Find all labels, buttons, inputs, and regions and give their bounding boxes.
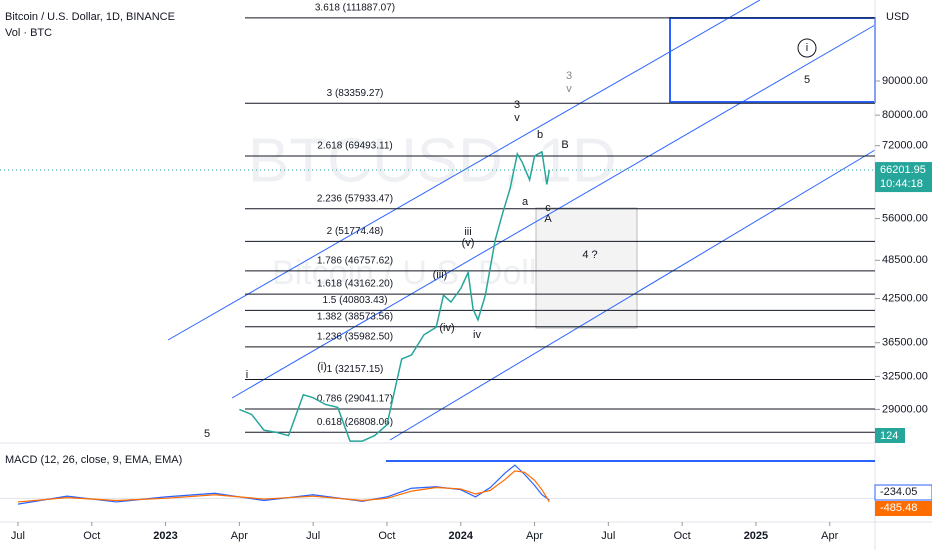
wave-label: iii	[464, 226, 471, 238]
y-tick-label: 80000.00	[882, 109, 928, 121]
y-tick-label: 72000.00	[882, 140, 928, 152]
symbol: Bitcoin / U.S. Dollar, 1D, BINANCE	[5, 11, 175, 23]
volume-label: 124	[880, 430, 898, 442]
fib-label: 1.618 (43162.20)	[317, 279, 393, 290]
x-tick-label: Oct	[674, 530, 691, 542]
fib-label: 0.618 (26808.06)	[317, 417, 393, 428]
y-tick-label: 56000.00	[882, 212, 928, 224]
wave-label: 5	[204, 428, 210, 440]
signal-value: -485.48	[880, 502, 917, 514]
last-price-box	[875, 162, 932, 193]
y-tick-label: 29000.00	[882, 403, 928, 415]
y-tick-label: 32500.00	[882, 370, 928, 382]
x-tick-label: Oct	[83, 530, 100, 542]
x-tick-label: Apr	[231, 530, 248, 542]
x-tick-label: Apr	[526, 530, 543, 542]
wave-label: (v)	[462, 237, 475, 249]
macd-value: -234.05	[880, 486, 917, 498]
x-tick-label: Jul	[11, 530, 25, 542]
fib-label: 1.382 (38573.56)	[317, 311, 393, 322]
price-line	[239, 150, 551, 442]
watermark-name: Bitcoin / U.S. Dollar	[272, 254, 567, 292]
wave-label: 5	[804, 74, 810, 86]
wave-label: v	[566, 83, 572, 95]
wave-label: (iv)	[439, 322, 454, 334]
fib-label: 2.236 (57933.47)	[317, 193, 393, 204]
y-tick-label: 36500.00	[882, 337, 928, 349]
volume-label: Vol · BTC	[5, 27, 52, 39]
x-tick-label: 2025	[744, 530, 768, 542]
fib-label: 0.786 (29041.17)	[317, 394, 393, 405]
fib-label: 1.5 (40803.43)	[322, 295, 387, 306]
fib-label: 3 (83359.27)	[327, 88, 384, 99]
wave-label: (iii)	[433, 269, 448, 281]
fib-label: 1 (32157.15)	[327, 364, 384, 375]
wave-label: 3	[566, 70, 572, 82]
fib-label: 2 (51774.48)	[327, 226, 384, 237]
volume-box	[875, 428, 905, 443]
wave-label: 3	[514, 99, 520, 111]
wave-label: i	[806, 42, 808, 54]
macd-values	[17, 464, 550, 505]
y-tick-label: 90000.00	[882, 75, 928, 87]
wave4-box	[535, 207, 638, 329]
wave-label: a	[522, 196, 529, 208]
wave-label: 4 ?	[582, 249, 597, 261]
wave-circle	[797, 38, 817, 58]
wave-label: v	[514, 112, 520, 124]
x-tick-label: Oct	[378, 530, 395, 542]
x-tick-label: Apr	[821, 530, 838, 542]
watermark: BTCUSD, 1D	[248, 126, 617, 195]
currency: USD	[886, 11, 909, 23]
macd-box	[874, 484, 932, 501]
fib-label: 1.786 (46757.62)	[317, 256, 393, 267]
y-tick-label: 42500.00	[882, 292, 928, 304]
fib-label: 2.618 (69493.11)	[317, 141, 392, 152]
wave-label: c	[545, 202, 551, 214]
wave-label: B	[561, 139, 568, 151]
macd-signal_values	[17, 470, 550, 503]
wave-label: (i)	[317, 361, 327, 373]
wave-label: iv	[473, 329, 481, 341]
last-price-label: 66201.95	[880, 164, 926, 176]
y-tick-label: 48500.00	[882, 254, 928, 266]
wave-label: b	[537, 129, 543, 141]
x-tick-label: 2023	[153, 530, 177, 542]
x-tick-label: Jul	[306, 530, 320, 542]
wave-label: A	[544, 213, 552, 225]
x-tick-label: Jul	[601, 530, 615, 542]
fib-label: 3.618 (111887.07)	[315, 3, 395, 14]
countdown: 10:44:18	[880, 178, 923, 190]
fib-label: 1.236 (35982.50)	[317, 332, 393, 343]
wave-label: i	[246, 369, 248, 381]
macd-title: MACD (12, 26, close, 9, EMA, EMA)	[5, 454, 182, 466]
signal-box	[875, 501, 932, 516]
x-tick-label: 2024	[449, 530, 474, 542]
